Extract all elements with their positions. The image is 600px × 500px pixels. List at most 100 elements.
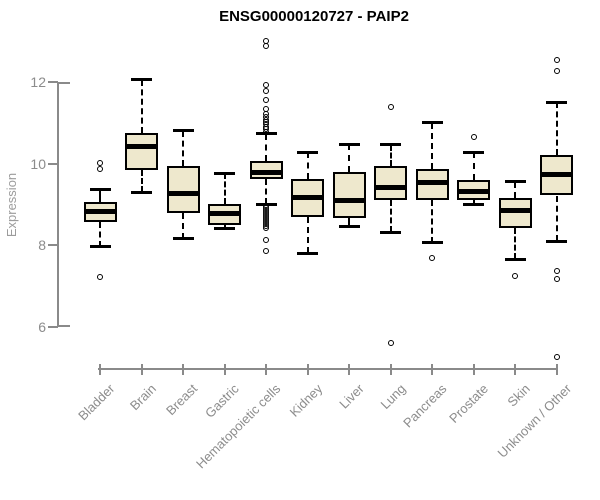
median-brain [125,144,158,149]
whisker-cap-upper-lung [380,143,401,147]
x-axis-tick [140,364,143,375]
box-brain [125,133,158,171]
outlier-point-unknown-other [553,276,560,283]
whisker-upper-skin [514,181,516,198]
x-axis-tick [265,364,267,375]
x-axis-category-label-skin: Skin [504,381,533,410]
median-gastric [208,210,241,216]
median-lung [374,184,407,190]
outlier-point-hematopoietic-cells [263,128,269,135]
x-axis-category-label-pancreas: Pancreas [400,381,450,431]
outlier-point-hematopoietic-cells [263,82,269,89]
whisker-cap-lower-liver [338,225,360,229]
x-axis-category-label-gastric: Gastric [202,381,243,421]
x-axis-tick [182,364,184,375]
outlier-point-prostate [470,134,477,141]
y-axis-tick-label: 10 [30,155,46,172]
whisker-upper-lung [389,144,392,166]
box-liver [332,171,366,218]
whisker-upper-bladder [99,189,101,203]
y-axis-tick [48,81,58,83]
whisker-cap-upper-bladder [89,188,111,192]
whisker-cap-lower-breast [172,237,194,241]
whisker-cap-upper-prostate [463,150,484,154]
whisker-cap-lower-unknown-other [546,239,567,243]
whisker-upper-unknown-other [555,102,558,156]
whisker-lower-pancreas [431,200,433,243]
x-axis-category-label-kidney: Kidney [286,381,326,420]
whisker-cap-upper-kidney [297,150,318,154]
x-axis-tick [348,364,350,375]
whisker-cap-upper-unknown-other [546,100,567,104]
whisker-lower-bladder [99,222,101,247]
median-bladder [83,209,117,215]
box-lung [374,165,407,201]
whisker-cap-lower-lung [380,230,401,234]
median-skin [498,207,532,213]
whisker-cap-upper-skin [504,180,526,184]
outlier-point-hematopoietic-cells [263,225,269,232]
x-axis-tick [389,364,392,375]
whisker-upper-pancreas [431,122,433,169]
outlier-point-unknown-other [553,67,560,74]
x-axis-tick [99,364,101,375]
whisker-lower-hematopoietic-cells [265,179,267,205]
whisker-upper-brain [140,79,143,134]
y-axis-tick-label: 8 [38,237,46,254]
y-axis-tick-label: 12 [30,74,46,90]
whisker-lower-kidney [306,216,309,254]
outlier-point-hematopoietic-cells [263,43,269,50]
whisker-upper-breast [182,130,184,167]
x-axis-tick [555,364,558,375]
outlier-point-lung [387,340,394,347]
outlier-point-lung [387,104,394,111]
whisker-cap-upper-pancreas [421,121,443,125]
outlier-point-unknown-other [553,268,560,275]
outlier-point-bladder [97,159,103,166]
whisker-cap-lower-prostate [463,202,484,206]
whisker-cap-upper-liver [338,142,360,146]
box-skin [498,197,532,229]
outlier-point-pancreas [429,254,435,261]
whisker-lower-breast [182,212,184,239]
whisker-upper-liver [348,144,350,172]
median-breast [166,191,200,197]
y-axis-line [56,82,59,327]
whisker-cap-lower-pancreas [421,241,443,245]
whisker-lower-skin [514,228,516,260]
outlier-point-unknown-other [553,56,560,63]
median-prostate [457,188,490,194]
whisker-lower-prostate [472,199,475,205]
median-kidney [291,195,324,201]
x-axis-tick [514,364,516,375]
median-pancreas [415,179,449,185]
median-unknown-other [540,171,573,177]
outlier-point-hematopoietic-cells [263,237,269,244]
outlier-point-hematopoietic-cells [263,96,269,103]
whisker-lower-liver [348,217,350,227]
whisker-cap-lower-brain [131,190,152,194]
whisker-cap-lower-bladder [89,245,111,249]
whisker-upper-prostate [472,152,475,180]
outlier-point-skin [512,272,518,279]
outlier-point-hematopoietic-cells [263,87,269,94]
outlier-point-bladder [97,166,103,173]
x-axis-category-label-breast: Breast [163,381,201,419]
whisker-cap-upper-breast [172,129,194,133]
y-axis-end-cap-bottom [57,324,70,327]
y-axis-tick [48,325,58,328]
x-axis-category-label-prostate: Prostate [446,381,492,426]
x-axis-category-label-lung: Lung [377,381,409,413]
y-axis-tick-label: 6 [38,318,46,335]
x-axis-tick [431,364,433,375]
x-axis-category-label-brain: Brain [127,381,160,414]
y-axis-end-cap-top [57,82,70,84]
outlier-point-unknown-other [553,353,560,360]
x-axis-category-label-unknown-other: Unknown / Other [494,381,575,461]
y-axis-tick [48,162,58,165]
whisker-upper-kidney [306,152,309,180]
outlier-point-bladder [97,274,103,281]
y-axis-tick [48,244,58,247]
